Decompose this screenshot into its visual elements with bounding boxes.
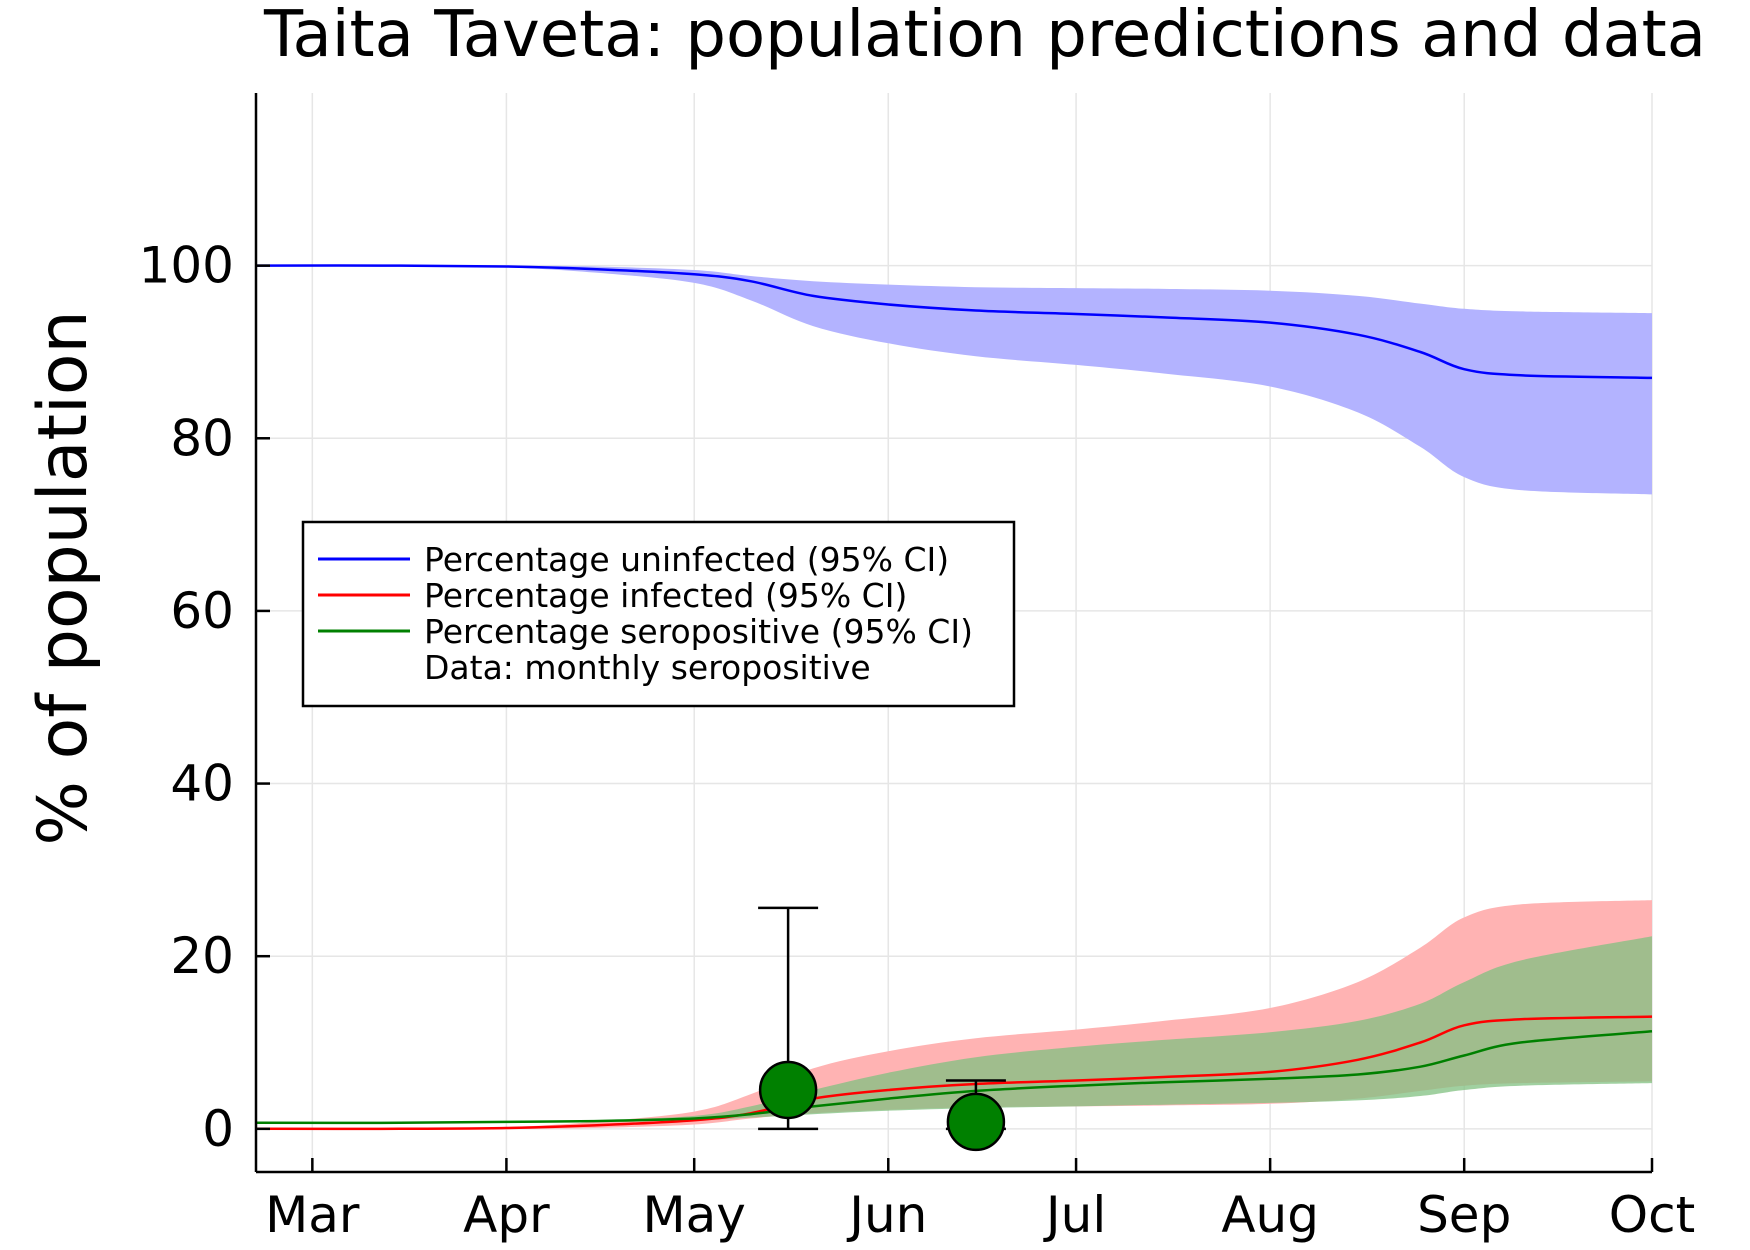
y-ticks: 0 20 40 60 80 100 <box>139 237 270 1158</box>
y-tick-label: 40 <box>170 755 234 813</box>
x-tick-label: Apr <box>463 1186 550 1244</box>
series-line-0 <box>255 264 1653 380</box>
confidence-bands <box>256 265 1652 1129</box>
x-tick-label: May <box>643 1186 746 1244</box>
ci-band-2 <box>256 936 1652 1123</box>
data-point <box>946 1092 1006 1152</box>
x-tick-label: Jun <box>846 1186 927 1244</box>
x-tick-label: Sep <box>1417 1186 1511 1244</box>
chart-title: Taita Taveta: population predictions and… <box>263 0 1706 72</box>
data-point <box>758 1060 818 1120</box>
legend-label: Data: monthly seropositive <box>424 648 871 687</box>
x-tick-label: Mar <box>265 1186 360 1244</box>
legend: Percentage uninfected (95% CI)Percentage… <box>301 520 1016 708</box>
legend-label: Percentage seropositive (95% CI) <box>424 612 973 651</box>
y-axis-label: % of population <box>24 310 103 845</box>
y-tick-label: 20 <box>170 927 234 985</box>
y-tick-label: 100 <box>139 237 234 295</box>
legend-label: Percentage infected (95% CI) <box>424 576 907 615</box>
y-tick-label: 80 <box>170 409 234 467</box>
x-tick-label: Aug <box>1221 1186 1319 1244</box>
x-tick-label: Oct <box>1609 1186 1695 1244</box>
legend-label: Percentage uninfected (95% CI) <box>424 540 949 579</box>
axes <box>254 93 1652 1174</box>
x-tick-label: Jul <box>1043 1186 1106 1244</box>
x-ticks: Mar Apr May Jun Jul Aug Sep Oct <box>265 1158 1695 1244</box>
y-tick-label: 0 <box>202 1100 234 1158</box>
ci-band-0 <box>256 265 1652 495</box>
data-points <box>758 1060 1006 1152</box>
legend-box <box>301 520 1016 708</box>
y-tick-label: 60 <box>170 582 234 640</box>
